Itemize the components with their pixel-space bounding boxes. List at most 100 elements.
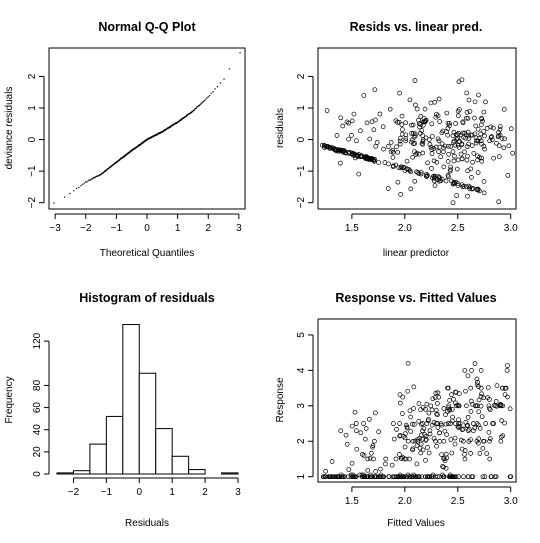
response-point (410, 438, 416, 444)
residual-point (433, 144, 439, 150)
residual-point (436, 149, 441, 155)
response-point (418, 432, 424, 438)
residual-point (400, 127, 405, 132)
histogram-bars (56, 324, 239, 475)
response-point (443, 466, 449, 471)
residual-point (385, 186, 391, 191)
histogram-y-tick-label: 40 (32, 424, 43, 436)
qq-point (197, 105, 199, 108)
response-point (466, 427, 472, 432)
residual-point (336, 148, 341, 154)
response-point (413, 474, 418, 480)
residual-point (381, 146, 386, 152)
qq-point (90, 178, 92, 180)
qq-point (104, 170, 106, 172)
residual-point (416, 117, 421, 123)
response-point (441, 406, 447, 411)
residual-point (445, 121, 451, 126)
qq-point (103, 170, 106, 173)
response-point (422, 432, 428, 437)
response-point (507, 406, 513, 412)
response-point (468, 437, 473, 443)
qq-plot-y-tick-label: 0 (27, 136, 38, 142)
response-point (397, 433, 403, 439)
residual-point (496, 154, 502, 159)
residual-point (429, 134, 435, 139)
histogram-bar (72, 470, 91, 475)
response-point (349, 460, 355, 466)
response-point (434, 401, 440, 406)
residual-point (443, 178, 449, 184)
response-point (397, 433, 403, 438)
qq-point (219, 82, 221, 84)
response-point (453, 389, 458, 395)
response-point (487, 436, 493, 441)
response-point (452, 441, 458, 447)
residual-point (447, 168, 453, 174)
response-fitted-box (317, 318, 517, 483)
response-point (368, 472, 374, 478)
residual-point (480, 118, 486, 124)
response-point (449, 407, 455, 412)
qq-point (190, 112, 192, 114)
residual-point (497, 124, 503, 129)
qq-point (69, 192, 71, 195)
residual-point (376, 160, 382, 165)
response-fitted-panel: Response vs. Fitted Values Fitted Values… (275, 291, 518, 529)
response-point (440, 463, 445, 469)
response-point (445, 405, 451, 411)
histogram-bar (89, 443, 107, 475)
response-point (353, 421, 359, 426)
qq-point (203, 100, 205, 102)
residual-point (501, 106, 507, 112)
residual-point (322, 143, 328, 149)
residual-point (463, 135, 468, 141)
qq-point (163, 129, 166, 132)
response-point (411, 406, 416, 411)
residual-point (502, 136, 507, 142)
residuals-plot-x-tick-label: 2.5 (451, 223, 465, 234)
qq-point (200, 103, 202, 105)
response-point (465, 414, 471, 420)
residual-point (429, 147, 435, 152)
response-fitted-x-tick-label: 2.0 (398, 496, 412, 507)
qq-point (100, 173, 102, 176)
response-point (401, 474, 407, 480)
response-point (465, 428, 471, 434)
response-point (433, 421, 439, 426)
response-point (427, 428, 433, 433)
response-point (405, 438, 411, 444)
residual-point (409, 139, 414, 145)
response-point (487, 456, 493, 462)
residual-point (412, 133, 418, 139)
residual-point (459, 156, 465, 162)
qq-point (64, 196, 66, 198)
response-point (418, 441, 424, 447)
qq-plot-y-tick-label: −2 (27, 197, 38, 209)
residual-point (396, 165, 402, 170)
response-point (505, 394, 510, 400)
histogram-y-tick-label: 0 (32, 471, 43, 477)
response-point (407, 408, 413, 414)
response-point (397, 400, 403, 406)
residual-point (481, 109, 487, 115)
response-point (433, 438, 438, 444)
residual-point (411, 134, 417, 140)
residual-point (418, 114, 424, 119)
residual-point (459, 142, 464, 148)
response-point (433, 407, 439, 413)
residual-point (424, 171, 429, 177)
response-point (471, 421, 476, 426)
histogram-ylabel: Frequency (4, 376, 15, 423)
response-fitted-y-tick-label: 4 (296, 367, 307, 373)
residual-point (469, 132, 475, 138)
residual-point (455, 142, 461, 148)
residuals-plot-y-tick-label: 0 (296, 136, 307, 142)
qq-point (94, 176, 97, 178)
residual-point (394, 144, 399, 150)
residual-point (436, 96, 442, 102)
residual-point (429, 151, 435, 156)
qq-plot-xlabel: Theoretical Quantiles (100, 248, 195, 259)
residual-point (491, 155, 496, 161)
residual-point (388, 140, 394, 145)
